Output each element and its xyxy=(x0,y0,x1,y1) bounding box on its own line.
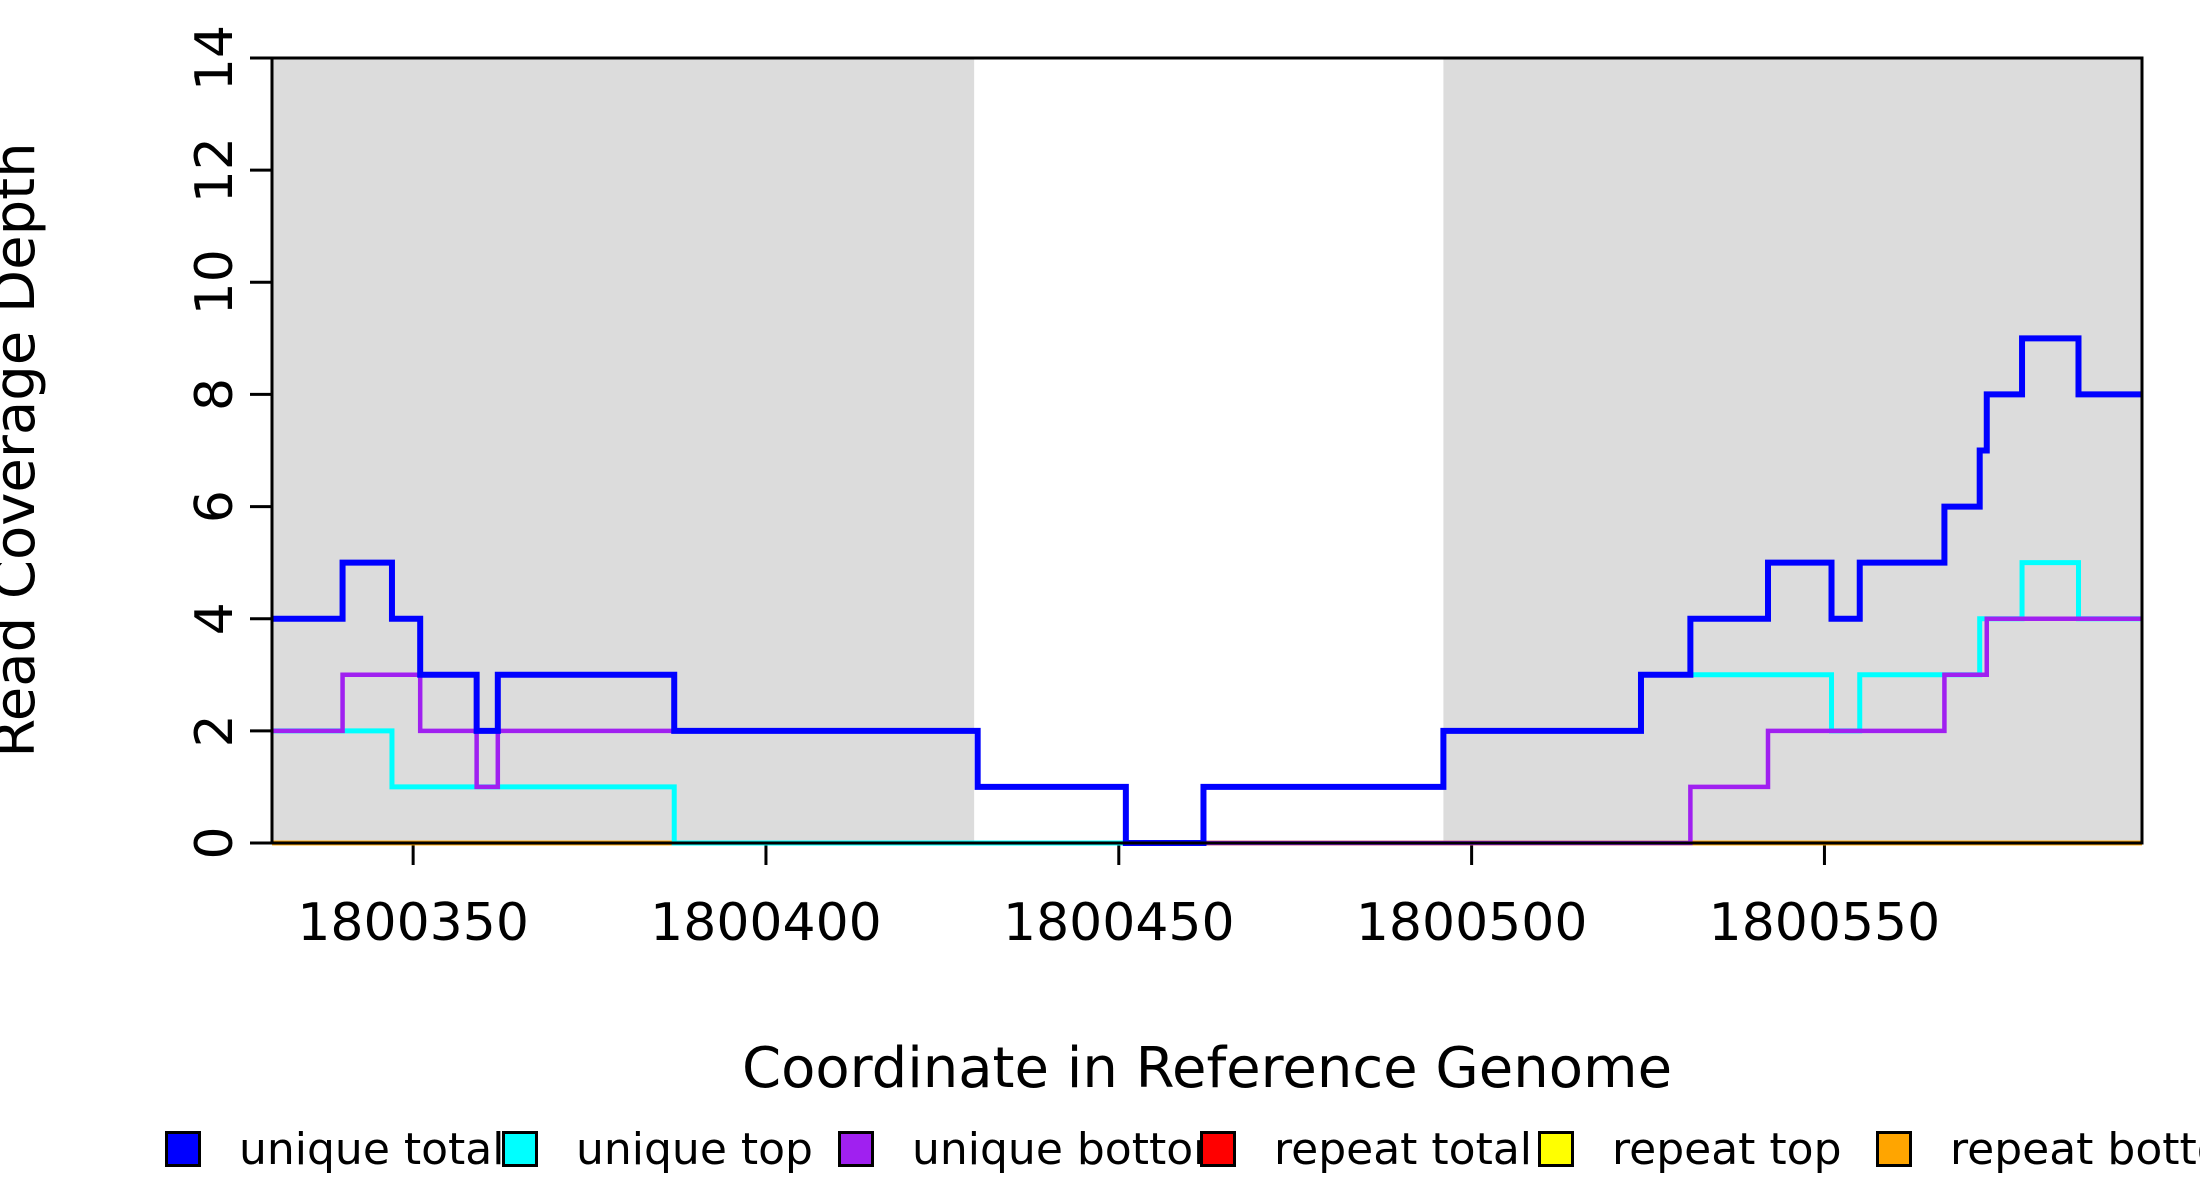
y-tick-label: 0 xyxy=(185,826,245,859)
y-tick-label: 14 xyxy=(185,25,245,91)
series-line-unique-total xyxy=(272,335,2142,846)
x-tick-label: 1800500 xyxy=(1356,893,1588,953)
left-gray-band xyxy=(272,59,975,842)
series-line-unique-top xyxy=(272,560,2142,846)
x-tick-label: 1800350 xyxy=(297,893,529,953)
x-tick-label: 1800450 xyxy=(1003,893,1235,953)
y-tick-label: 4 xyxy=(185,602,245,635)
right-gray-band xyxy=(1443,59,2142,842)
x-tick-label: 1800550 xyxy=(1709,893,1941,953)
y-axis-title-text: Read Coverage Depth xyxy=(0,142,48,758)
y-tick-label: 6 xyxy=(185,490,245,523)
y-tick-label: 8 xyxy=(185,378,245,411)
y-tick-label: 10 xyxy=(185,249,245,315)
x-axis-title: Coordinate in Reference Genome xyxy=(741,1036,1673,1101)
plot-box xyxy=(270,56,2144,845)
y-tick-label: 2 xyxy=(185,714,245,747)
x-tick-label: 1800400 xyxy=(650,893,882,953)
y-tick-label: 12 xyxy=(185,137,245,203)
